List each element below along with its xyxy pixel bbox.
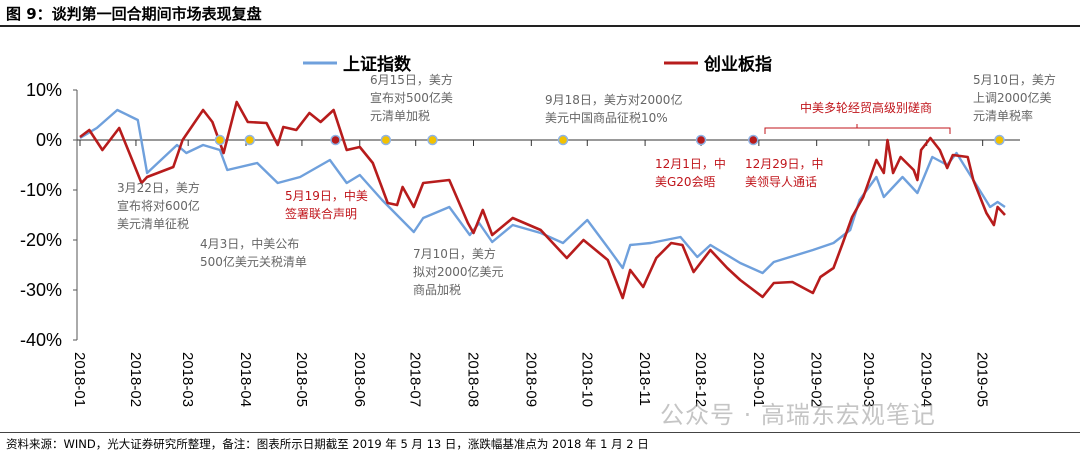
legend-label-sse: 上证指数 <box>343 54 412 75</box>
y-tick-label: 0% <box>36 130 62 150</box>
event-annotation: 宣布对500亿美 <box>370 90 453 105</box>
event-annotation: 5月10日，美方 <box>973 72 1056 87</box>
bracket-label: 中美多轮经贸高级别磋商 <box>800 100 932 115</box>
event-annotation: 6月15日，美方 <box>370 72 453 87</box>
event-annotation: 宣布将对600亿 <box>117 198 200 213</box>
x-tick-label: 2018-10 <box>578 352 595 407</box>
event-annotation: 4月3日，中美公布 <box>200 236 299 251</box>
bracket-line <box>764 124 951 134</box>
y-tick-label: -40% <box>20 330 62 350</box>
event-marker <box>380 134 392 146</box>
event-markers <box>214 134 1005 146</box>
y-tick-label: -30% <box>20 280 62 300</box>
event-annotation: 商品加税 <box>413 282 461 297</box>
event-marker <box>330 134 341 146</box>
event-annotation: 拟对2000亿美元 <box>413 264 504 279</box>
event-annotation: 元清单税率 <box>973 108 1033 123</box>
event-annotation: 美G20会晤 <box>655 175 716 189</box>
event-marker <box>695 134 707 146</box>
x-tick-label: 2019-04 <box>918 352 935 407</box>
title-divider <box>0 25 1080 27</box>
series-line-cyb <box>79 100 1006 300</box>
event-marker <box>427 134 438 146</box>
footer-divider <box>0 432 1080 433</box>
x-tick-label: 2019-01 <box>750 352 767 407</box>
event-annotation: 元清单加税 <box>370 109 430 123</box>
x-tick-label: 2018-03 <box>179 352 196 407</box>
event-annotation: 美领导人通话 <box>745 175 817 189</box>
bracket: 中美多轮经贸高级别磋商 <box>764 100 951 134</box>
event-annotation: 上调2000亿美 <box>973 90 1052 105</box>
x-tick-label: 2018-01 <box>71 352 88 407</box>
y-tick-label: -10% <box>20 180 62 200</box>
x-tick-label: 2018-04 <box>237 352 254 407</box>
watermark: 公众号 · 高瑞东宏观笔记 <box>660 401 936 429</box>
x-tick-label: 2018-08 <box>465 352 482 407</box>
y-tick-label: 10% <box>26 80 62 100</box>
x-tick-label: 2018-05 <box>293 352 310 407</box>
x-tick-label: 2018-11 <box>636 352 653 406</box>
x-tick-label: 2019-03 <box>860 352 877 407</box>
event-annotation: 7月10日，美方 <box>413 246 496 261</box>
event-annotation: 12月29日，中 <box>745 156 824 171</box>
x-tick-label: 2019-05 <box>974 352 991 407</box>
event-annotation: 美元中国商品征税10% <box>545 110 668 125</box>
event-annotation: 3月22日，美方 <box>117 180 200 195</box>
event-marker <box>214 134 226 146</box>
event-marker <box>994 134 1005 146</box>
series-line-sse <box>79 108 1006 275</box>
x-tick-label: 2018-02 <box>127 352 144 407</box>
event-annotation: 签署联合声明 <box>285 206 357 221</box>
legend: 上证指数 创业板指 <box>303 54 772 75</box>
event-annotation: 12月1日，中 <box>655 156 726 171</box>
axes: 10% 0% -10% -20% -30% -40% 2018-01 2018-02 2018-… <box>20 80 1020 407</box>
figure-title: 图 9：谈判第一回合期间市场表现复盘 <box>6 5 262 23</box>
event-annotation: 500亿美元关税清单 <box>200 254 307 269</box>
event-annotation: 9月18日，美方对2000亿 <box>545 92 682 107</box>
event-marker <box>557 134 569 146</box>
x-tick-label: 2018-12 <box>692 352 709 407</box>
x-tick-label: 2018-06 <box>351 352 368 407</box>
series-lines <box>79 100 1006 300</box>
y-tick-label: -20% <box>20 230 62 250</box>
source-note: 资料来源：WIND，光大证券研究所整理，备注：图表所示日期截至 2019 年 5… <box>6 437 649 451</box>
event-marker <box>244 134 255 146</box>
event-annotation: 美元清单征税 <box>117 217 189 231</box>
legend-label-cyb: 创业板指 <box>703 54 772 75</box>
x-tick-label: 2018-07 <box>407 352 424 407</box>
event-marker <box>748 134 759 146</box>
x-tick-label: 2019-02 <box>808 352 825 407</box>
x-tick-label: 2018-09 <box>522 352 539 407</box>
event-annotation: 5月19日，中美 <box>285 188 368 203</box>
